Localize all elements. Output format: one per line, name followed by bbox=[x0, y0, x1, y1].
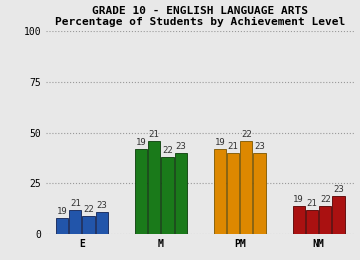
Text: 22: 22 bbox=[320, 195, 330, 204]
Bar bbox=[135, 149, 147, 234]
Text: 19: 19 bbox=[293, 195, 304, 204]
Text: 23: 23 bbox=[175, 142, 186, 151]
Text: 22: 22 bbox=[241, 130, 252, 139]
Text: 19: 19 bbox=[135, 138, 146, 147]
Bar bbox=[306, 210, 318, 234]
Text: 22: 22 bbox=[83, 205, 94, 214]
Bar bbox=[96, 212, 108, 234]
Title: GRADE 10 - ENGLISH LANGUAGE ARTS
Percentage of Students by Achievement Level: GRADE 10 - ENGLISH LANGUAGE ARTS Percent… bbox=[55, 5, 345, 27]
Text: 21: 21 bbox=[228, 142, 238, 151]
Bar bbox=[293, 206, 305, 234]
Bar bbox=[240, 141, 252, 234]
Bar bbox=[175, 153, 187, 234]
Text: 23: 23 bbox=[254, 142, 265, 151]
Text: 23: 23 bbox=[333, 185, 344, 194]
Text: 19: 19 bbox=[57, 207, 67, 217]
Text: 19: 19 bbox=[215, 138, 225, 147]
Text: 21: 21 bbox=[149, 130, 159, 139]
Bar bbox=[253, 153, 266, 234]
Text: 21: 21 bbox=[307, 199, 317, 208]
Bar bbox=[69, 210, 81, 234]
Bar bbox=[227, 153, 239, 234]
Bar bbox=[319, 206, 331, 234]
Text: 22: 22 bbox=[162, 146, 173, 155]
Bar bbox=[332, 196, 345, 234]
Bar bbox=[214, 149, 226, 234]
Bar bbox=[56, 218, 68, 234]
Text: 23: 23 bbox=[96, 201, 107, 210]
Bar bbox=[161, 157, 174, 234]
Bar bbox=[148, 141, 160, 234]
Bar bbox=[82, 216, 95, 234]
Text: 21: 21 bbox=[70, 199, 81, 208]
